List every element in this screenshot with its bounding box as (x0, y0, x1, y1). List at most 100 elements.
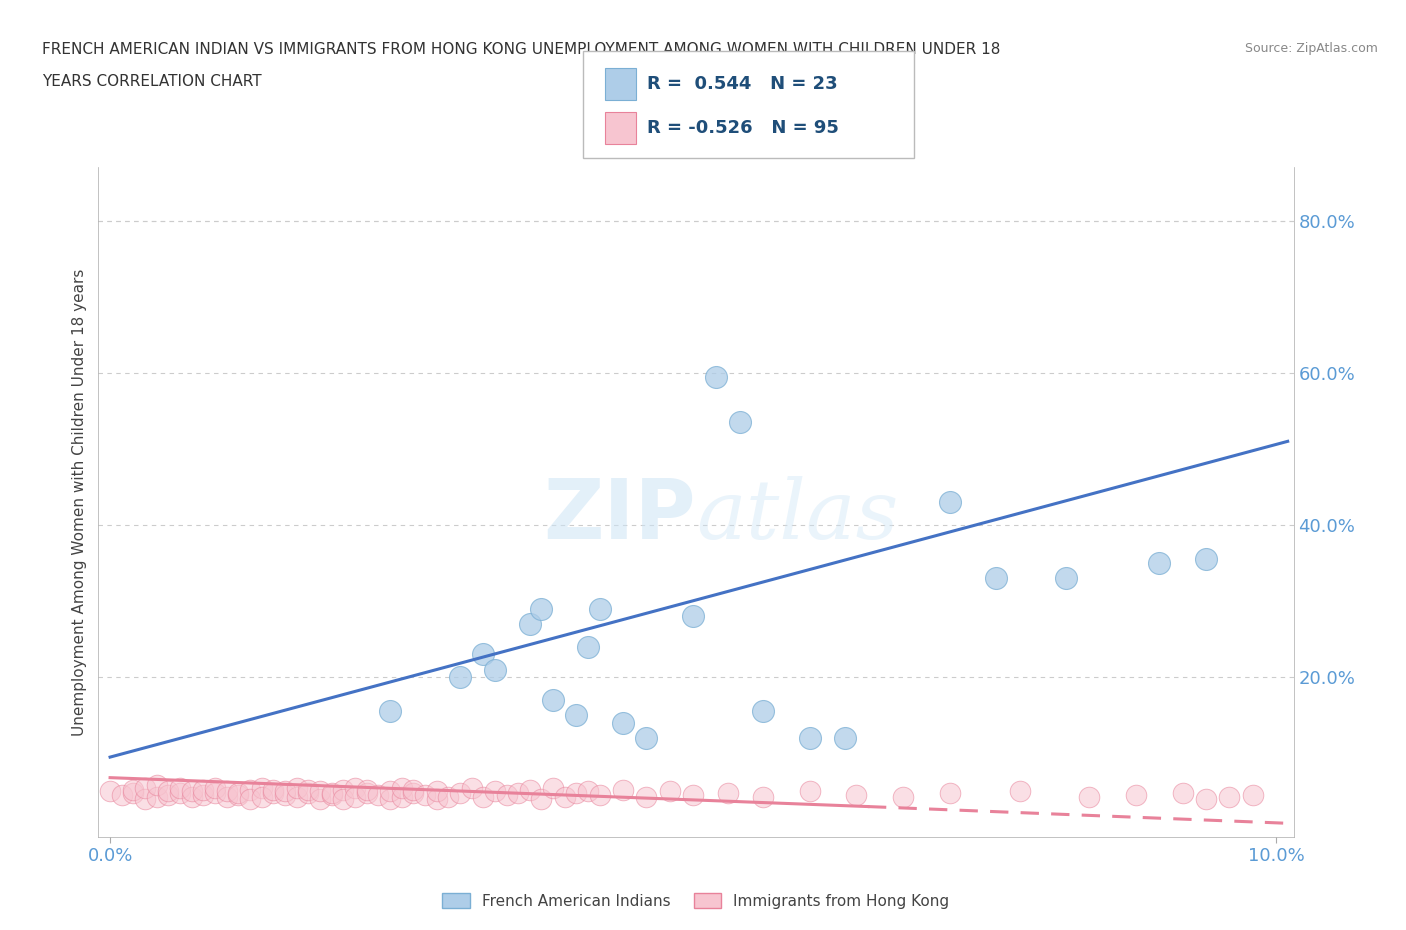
Point (484, 662, 506, 677)
Point (508, 786, 530, 801)
Point (799, 784, 821, 799)
Point (834, 731, 856, 746)
Point (799, 731, 821, 746)
Point (343, 780, 366, 795)
Point (122, 786, 145, 801)
Text: R =  0.544   N = 23: R = 0.544 N = 23 (647, 75, 838, 93)
Point (752, 704, 775, 719)
Point (297, 782, 319, 797)
Point (1241, 788, 1264, 803)
Point (682, 788, 704, 803)
Point (391, 780, 413, 795)
Point (262, 782, 284, 797)
Point (321, 786, 343, 801)
Point (1195, 791, 1218, 806)
Point (228, 788, 250, 803)
Point (449, 670, 471, 684)
Point (938, 495, 960, 510)
Point (658, 784, 681, 799)
Point (343, 790, 366, 804)
Point (589, 602, 612, 617)
Point (285, 780, 308, 795)
Point (589, 788, 612, 803)
Point (752, 790, 775, 804)
Point (1171, 786, 1194, 801)
Point (425, 784, 447, 799)
Text: atlas: atlas (696, 475, 898, 555)
Point (111, 788, 134, 803)
Point (519, 617, 541, 631)
Point (1008, 784, 1031, 799)
Y-axis label: Unemployment Among Women with Children Under 18 years: Unemployment Among Women with Children U… (72, 269, 87, 736)
Point (250, 790, 273, 804)
Point (378, 784, 401, 799)
Point (98, 784, 121, 799)
Point (402, 782, 425, 797)
Point (986, 571, 1008, 586)
Text: FRENCH AMERICAN INDIAN VS IMMIGRANTS FROM HONG KONG UNEMPLOYMENT AMONG WOMEN WIT: FRENCH AMERICAN INDIAN VS IMMIGRANTS FRO… (42, 42, 1001, 57)
Point (332, 782, 354, 797)
Point (576, 784, 599, 799)
Point (228, 786, 250, 801)
Point (134, 791, 156, 806)
Point (576, 639, 599, 654)
Point (530, 791, 553, 806)
Point (1218, 790, 1240, 804)
Point (706, 369, 728, 384)
Point (285, 790, 308, 804)
Point (297, 786, 319, 801)
Point (180, 790, 202, 804)
Point (134, 780, 156, 795)
Point (1149, 555, 1171, 570)
Point (250, 780, 273, 795)
Point (472, 790, 495, 804)
Point (938, 786, 960, 801)
Point (204, 780, 226, 795)
Text: Source: ZipAtlas.com: Source: ZipAtlas.com (1244, 42, 1378, 55)
Text: ZIP: ZIP (544, 475, 696, 556)
Point (682, 609, 704, 624)
Point (180, 784, 202, 799)
Point (309, 791, 332, 806)
Point (728, 415, 751, 430)
Point (1078, 790, 1101, 804)
Point (541, 693, 564, 708)
Point (530, 602, 553, 617)
Point (519, 782, 541, 797)
Point (122, 782, 145, 797)
Point (413, 788, 436, 803)
Point (239, 791, 262, 806)
Point (449, 786, 471, 801)
Point (274, 788, 297, 803)
Point (193, 788, 215, 803)
Point (717, 786, 740, 801)
Point (565, 708, 588, 723)
Point (402, 786, 425, 801)
Point (356, 782, 378, 797)
Point (378, 791, 401, 806)
Point (274, 784, 297, 799)
Point (169, 780, 191, 795)
Point (636, 731, 658, 746)
Point (425, 791, 447, 806)
Point (891, 790, 914, 804)
Point (484, 784, 506, 799)
Point (169, 786, 191, 801)
Point (309, 784, 332, 799)
Point (612, 782, 634, 797)
Point (215, 790, 238, 804)
Point (204, 786, 226, 801)
Point (1054, 571, 1077, 586)
Point (157, 788, 180, 803)
Point (472, 647, 495, 662)
Text: YEARS CORRELATION CHART: YEARS CORRELATION CHART (42, 74, 262, 89)
Point (215, 784, 238, 799)
Point (460, 780, 482, 795)
Point (1125, 788, 1147, 803)
Text: R = -0.526   N = 95: R = -0.526 N = 95 (647, 119, 838, 137)
Point (356, 786, 378, 801)
Point (554, 790, 576, 804)
Point (239, 782, 262, 797)
Point (321, 788, 343, 803)
Legend: French American Indians, Immigrants from Hong Kong: French American Indians, Immigrants from… (434, 885, 957, 916)
